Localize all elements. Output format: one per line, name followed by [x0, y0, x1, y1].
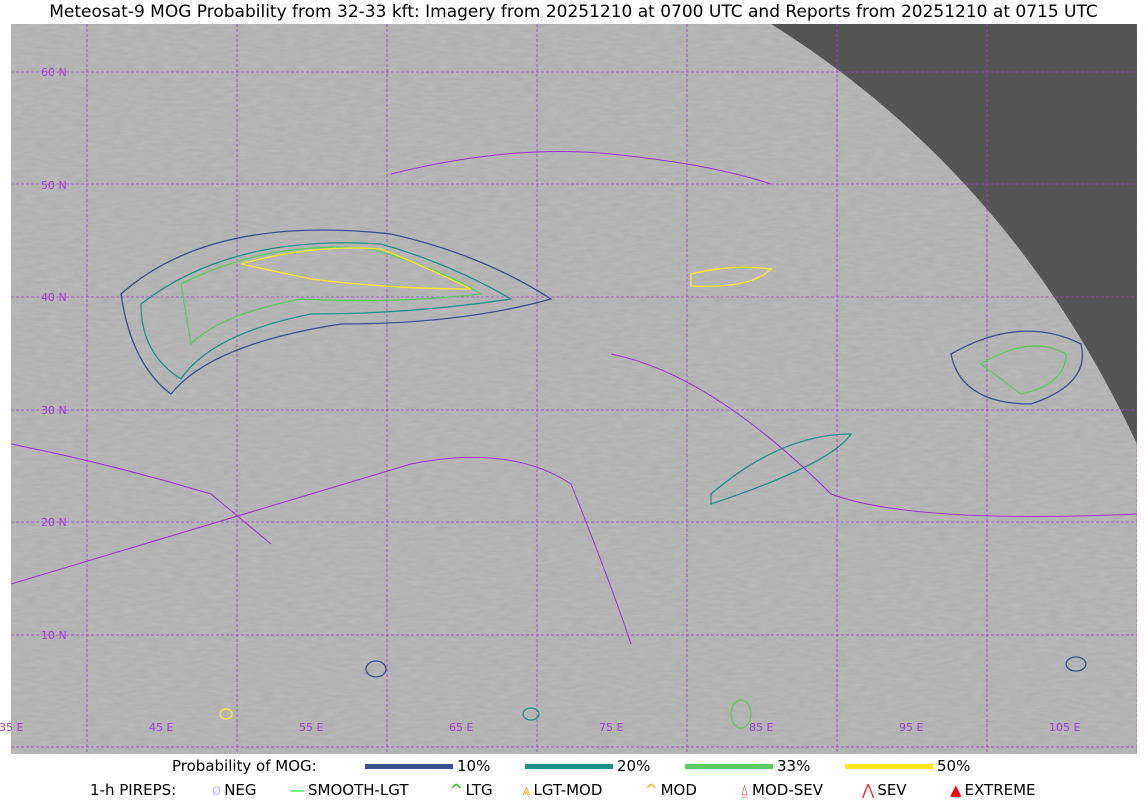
- sev-icon: ⋀: [862, 781, 875, 799]
- neg-icon: ø: [212, 781, 222, 799]
- pirep-label: MOD-SEV: [752, 781, 823, 799]
- latitude-label: 60 N: [41, 66, 67, 79]
- pirep-label: LTG: [465, 781, 493, 799]
- pirep-label: EXTREME: [964, 781, 1036, 799]
- level-swatch: [525, 764, 613, 769]
- latitude-label: 30 N: [41, 403, 67, 417]
- map-title: Meteosat-9 MOG Probability from 32-33 kf…: [49, 2, 1098, 22]
- latitude-label: 10 N: [41, 629, 67, 642]
- longitude-label: 45 E: [149, 721, 174, 734]
- satellite-map: 60 N 50 N 40 N 30 N 20 N 10 N 35 E 45 E 55 E 65 …: [0, 24, 1138, 754]
- level-swatch: [845, 764, 933, 769]
- extreme-icon: ▲: [950, 781, 962, 799]
- country-borders: [10, 151, 1138, 645]
- latitude-label: 20 N: [41, 516, 67, 530]
- level-label: 20%: [617, 757, 651, 775]
- map-canvas: [10, 24, 1138, 754]
- pirep-legend-item: ⋀ SEV: [862, 781, 907, 799]
- longitude-label: 65 E: [449, 721, 474, 734]
- level-label: 10%: [457, 757, 491, 775]
- pirep-label: SMOOTH-LGT: [308, 781, 409, 799]
- pirep-legend-item: ^ LTG: [450, 781, 493, 799]
- ltg-icon: ^: [450, 781, 463, 799]
- mod-sev-icon: ⍙: [740, 781, 750, 799]
- smooth-lgt-icon: —: [290, 781, 305, 799]
- level-label: 33%: [777, 757, 811, 775]
- level-label: 50%: [937, 757, 971, 775]
- mog-contours: [120, 229, 1087, 729]
- level-swatch: [685, 764, 773, 769]
- pirep-label: MOD: [660, 781, 697, 799]
- pirep-legend-item: — SMOOTH-LGT: [290, 781, 409, 799]
- pirep-legend-item: ⍙ MOD-SEV: [740, 781, 823, 799]
- lgt-mod-icon: ⩓: [522, 781, 531, 799]
- longitude-label: 85 E: [749, 721, 774, 734]
- longitude-label: 55 E: [299, 721, 324, 734]
- longitude-label: 95 E: [899, 721, 924, 734]
- longitude-label: 35 E: [0, 721, 24, 734]
- longitude-label: 75 E: [599, 721, 624, 734]
- pirep-label: NEG: [224, 781, 257, 799]
- space-region: [771, 24, 1137, 444]
- pireps-legend-label: 1-h PIREPS:: [90, 781, 177, 799]
- pirep-label: SEV: [877, 781, 907, 799]
- latitude-label: 40 N: [41, 291, 67, 305]
- pirep-legend-item: ▲ EXTREME: [950, 781, 1036, 799]
- pirep-legend-item: ⩓ LGT-MOD: [522, 781, 602, 799]
- pirep-legend-item: ^ MOD: [645, 781, 697, 799]
- mod-icon: ^: [645, 781, 658, 799]
- pirep-label: LGT-MOD: [533, 781, 603, 799]
- probability-legend-label: Probability of MOG:: [172, 757, 317, 775]
- pirep-legend-item: ø NEG: [212, 781, 257, 799]
- latitude-label: 50 N: [41, 178, 67, 192]
- level-swatch: [365, 764, 453, 769]
- longitude-label: 105 E: [1049, 721, 1081, 734]
